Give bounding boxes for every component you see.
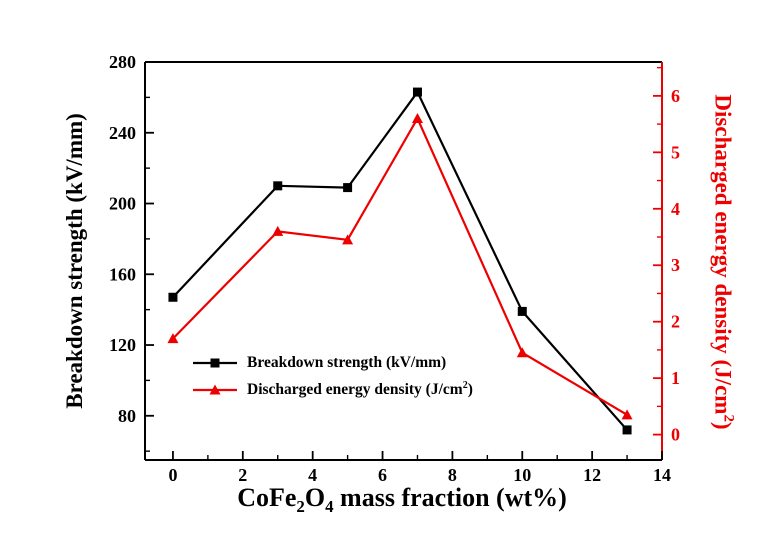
data-point-square xyxy=(622,425,632,435)
right-tick-label: 6 xyxy=(671,86,680,106)
y-axis-label-right: Discharged energy density (J/cm2) xyxy=(710,94,737,429)
left-tick-label: 80 xyxy=(118,406,136,426)
right-tick-label: 2 xyxy=(671,312,680,332)
y-axis-label-left: Breakdown strength (kV/mm) xyxy=(62,113,87,409)
x-axis-label-text: CoFe xyxy=(237,482,297,512)
y-axis-label-right-suffix: ) xyxy=(710,421,736,430)
x-tick-label: 6 xyxy=(378,465,387,485)
x-tick-label: 12 xyxy=(583,465,601,485)
left-tick-label: 240 xyxy=(109,123,136,143)
left-tick-label: 200 xyxy=(109,194,136,214)
y-axis-label-right-text: Discharged energy density (J/cm xyxy=(710,94,736,415)
x-tick-label: 10 xyxy=(513,465,531,485)
series-line-triangle xyxy=(172,116,628,416)
subscript: 2 xyxy=(296,497,305,517)
data-point-triangle xyxy=(167,333,179,344)
x-tick-label: 8 xyxy=(448,465,457,485)
x-axis-label: CoFe2O4 mass fraction (wt%) xyxy=(237,483,567,517)
x-axis-label-text: mass fraction (wt%) xyxy=(333,482,567,512)
x-tick-label: 2 xyxy=(238,465,247,485)
x-tick-label: 4 xyxy=(308,465,317,485)
square-marker-icon xyxy=(210,358,220,368)
left-tick-label: 120 xyxy=(109,335,136,355)
data-point-square xyxy=(343,183,353,193)
data-point-square xyxy=(273,181,283,191)
legend-item-discharged-energy: Discharged energy density (J/cm2) xyxy=(192,379,473,401)
data-point-triangle xyxy=(621,409,633,420)
left-tick-label: 160 xyxy=(109,264,136,284)
superscript: 2 xyxy=(720,414,737,422)
series-line-square xyxy=(172,89,628,431)
data-point-triangle xyxy=(272,225,284,236)
x-tick-label: 14 xyxy=(653,465,671,485)
left-tick-label: 280 xyxy=(109,52,136,72)
data-point-triangle xyxy=(516,347,528,358)
right-tick-label: 3 xyxy=(671,255,680,275)
triangle-marker-icon xyxy=(209,384,221,395)
legend-label-breakdown-strength: Breakdown strength (kV/mm) xyxy=(247,354,447,371)
right-tick-label: 4 xyxy=(671,199,680,219)
data-point-triangle xyxy=(342,234,354,245)
legend: Breakdown strength (kV/mm) Discharged en… xyxy=(192,352,473,401)
right-tick-label: 0 xyxy=(671,425,680,445)
legend-sample-square-icon xyxy=(193,358,237,368)
data-point-square xyxy=(168,292,178,302)
legend-item-breakdown-strength: Breakdown strength (kV/mm) xyxy=(192,352,473,374)
data-point-square xyxy=(412,87,422,97)
legend-label-discharged-energy: Discharged energy density (J/cm2) xyxy=(247,380,473,399)
legend-sample-triangle-icon xyxy=(193,384,237,395)
x-tick-label: 0 xyxy=(168,465,177,485)
subscript: 4 xyxy=(325,497,334,517)
right-tick-label: 1 xyxy=(671,368,680,388)
right-tick-label: 5 xyxy=(671,142,680,162)
data-point-triangle xyxy=(411,112,423,123)
x-axis-label-text: O xyxy=(304,482,326,512)
data-point-square xyxy=(517,306,527,316)
